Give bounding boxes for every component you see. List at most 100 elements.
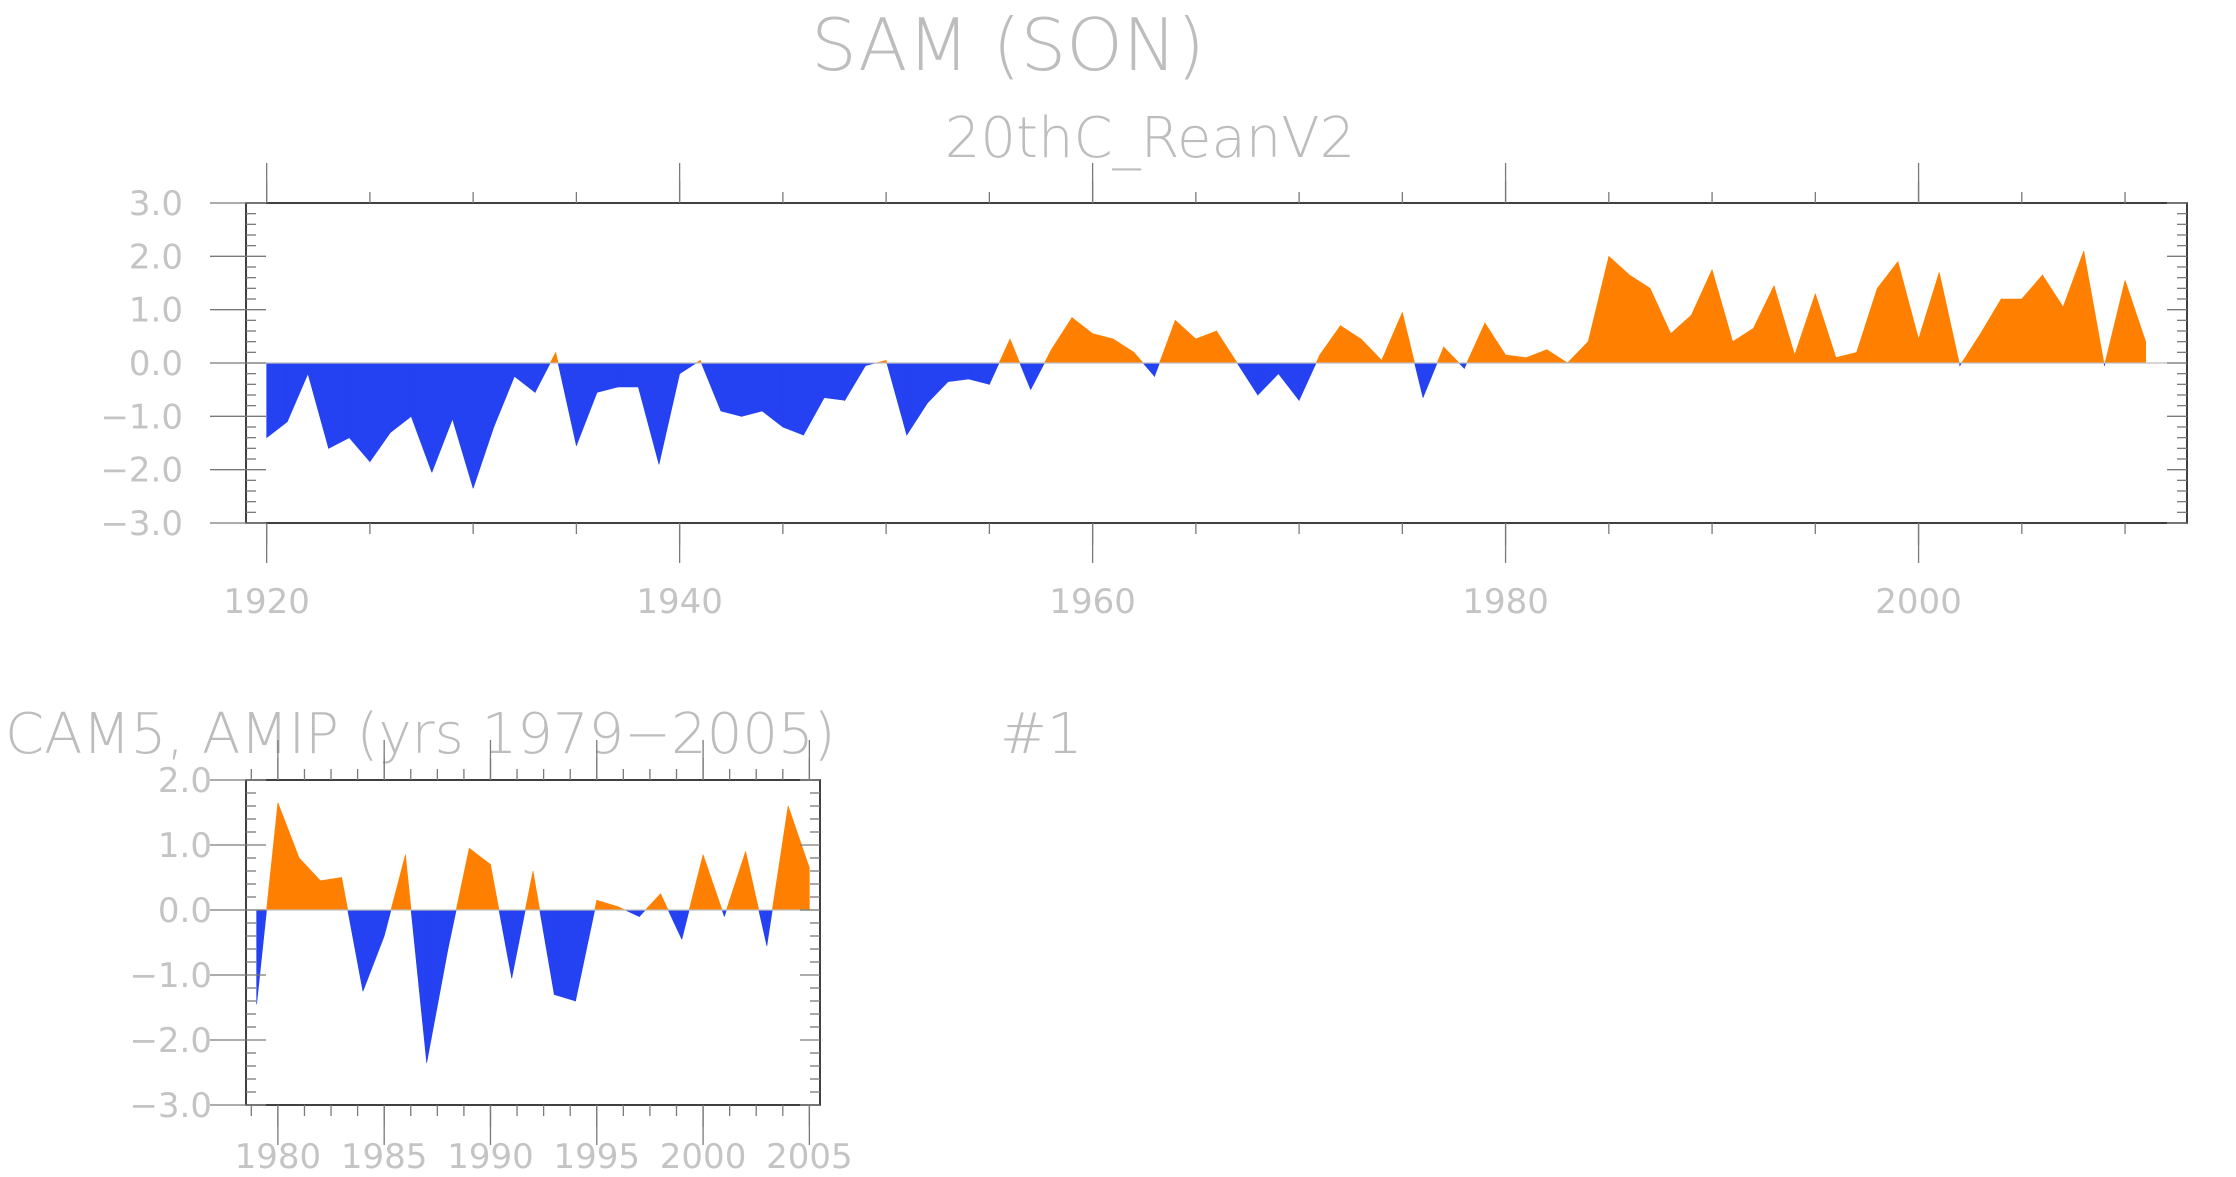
p1-area-segment [1298,362,1317,401]
p2-area-segment [410,909,428,1063]
panel2-chart: 2.0 1.0 0.0 −1.0 −2.0 −3.0 1980 1985 1990 1995 200… [129,740,853,1177]
p1-area-segment [1009,338,1021,364]
p2-area-segment [455,848,470,911]
p2-area-segment [596,899,619,911]
p1-area-segment [2124,280,2146,364]
p1-area-segment [1112,338,1135,364]
panel2-label: #1 [1000,702,1083,767]
p1-area-segment [1402,312,1415,364]
p2-area-segment [362,909,385,992]
p2-area-segment [347,909,364,992]
p1-ytick-label: 3.0 [129,184,183,224]
p1-area-segment [1381,312,1403,364]
p2-area-segment [667,909,683,940]
p2-area-segment [426,909,449,1063]
p1-ytick-label: −1.0 [100,397,183,437]
p2-area-segment [745,851,760,911]
p1-area-segment [1159,320,1176,364]
p1-xtick-label: 1920 [223,582,310,622]
p1-area-segment [1236,362,1259,397]
p2-area-segment [498,909,513,979]
p2-area-segment [660,893,669,911]
panel1-chart: 3.0 2.0 1.0 0.0 −1.0 −2.0 −3.0 1920 1940 1960 1980… [100,163,2188,622]
p1-area-segment [1938,272,1960,364]
p1-ytick-label: 2.0 [129,237,183,277]
p1-area-segment [782,362,804,436]
p1-area-segment [431,362,453,473]
p2-xtick-label: 2005 [766,1137,853,1177]
p1-area-segment [1608,255,1630,364]
p2-area-segment [758,909,768,946]
p2-area-segment [256,909,267,1005]
p1-area-segment [1815,293,1837,364]
p1-area-segment [390,362,412,433]
p1-area-segment [596,362,618,393]
p2-fill-group [256,802,810,1063]
p2-area-segment [490,864,500,911]
p1-area-segment [1319,324,1341,364]
panel2-title: CAM5, AMIP (yrs 1979−2005) [5,702,835,767]
p1-area-segment [1340,325,1362,364]
p1-area-segment [761,362,784,428]
p1-area-segment [555,352,559,364]
p2-area-segment [320,877,342,911]
p1-area-segment [1414,362,1424,398]
p2-ytick-label: −2.0 [129,1021,212,1061]
p1-area-segment [1154,362,1160,377]
p2-area-segment [266,802,279,911]
p1-area-segment [1071,317,1093,364]
p1-area-segment [2062,250,2085,364]
p2-area-segment [405,854,412,911]
p2-area-segment [702,854,723,911]
p2-area-segment [624,909,640,917]
p2-area-segment [766,909,773,946]
p2-ytick-label: −3.0 [129,1086,212,1126]
p1-area-segment [1711,269,1734,364]
p1-area-segment [1484,321,1506,364]
p2-area-segment [787,805,810,911]
p1-area-segment [844,362,866,402]
p1-area-segment [1961,332,1981,364]
p1-area-segment [658,362,680,465]
p2-area-segment [341,877,349,911]
p1-area-segment [1278,362,1300,402]
p1-ytick-label: 0.0 [129,344,183,384]
p1-area-segment [989,362,1000,385]
p2-area-segment [447,909,457,950]
p1-area-segment [1835,351,1857,364]
p2-xtick-label: 1990 [447,1137,534,1177]
figure-title: SAM (SON) [811,3,1205,87]
p1-area-segment [2104,280,2126,364]
p2-area-segment [511,909,526,979]
p1-xtick-label: 1960 [1049,582,1136,622]
p1-area-segment [617,362,639,388]
p2-ytick-label: 2.0 [158,761,212,801]
p2-area-segment [468,847,491,911]
p1-area-segment [1458,362,1465,370]
p1-area-segment [1525,349,1548,364]
p1-area-segment [369,362,391,463]
p1-area-segment [741,362,763,417]
p1-area-segment [638,362,660,465]
p1-area-segment [679,362,698,375]
p1-area-segment [947,362,970,383]
p1-area-segment [1566,340,1589,364]
p1-area-segment [1422,362,1438,398]
p2-plot-frame [245,779,821,1106]
p1-ytick-label: −2.0 [100,451,183,491]
p1-area-segment [534,362,551,393]
p1-area-segment [1732,327,1754,364]
p1-area-segment [1216,329,1238,364]
p1-area-segment [1753,285,1775,364]
p1-area-segment [1587,256,1610,364]
p1-area-segment [576,362,598,446]
p1-area-segment [307,362,329,449]
p1-area-segment [2021,274,2043,364]
p1-area-segment [998,338,1011,364]
p1-area-segment [328,362,350,449]
p1-area-segment [1691,269,1713,364]
p1-area-segment [1142,362,1155,378]
p1-area-segment [1463,362,1468,369]
p1-area-segment [493,362,515,428]
p2-area-segment [638,909,647,918]
